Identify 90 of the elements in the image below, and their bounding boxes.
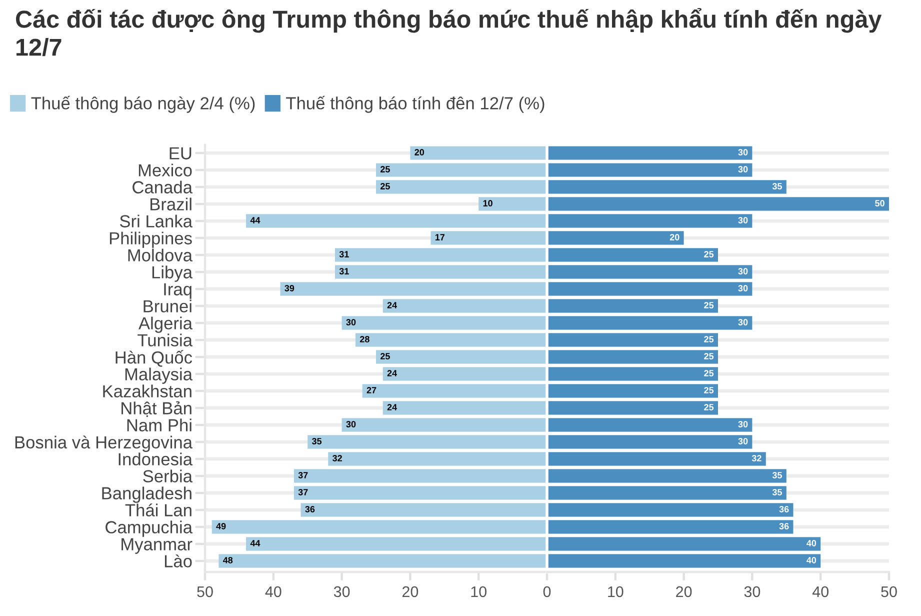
data-label: 30 [738,285,748,292]
data-label: 36 [779,506,789,512]
data-label: 25 [704,387,714,394]
y-tick-label: Campuchia [106,520,193,537]
y-tick-label: Bosnia và Herzegovina [15,436,193,452]
data-label: 31 [339,268,349,274]
x-tick-label: 20 [402,586,418,598]
data-label: 30 [738,166,748,172]
y-tick-label: Indonesia [118,452,193,466]
y-tick-label: Sri Lanka [120,214,193,228]
data-label: 35 [312,438,322,444]
data-label: 24 [387,370,397,376]
data-label: 44 [250,540,260,546]
data-label: 30 [738,319,748,326]
y-tick-label: Malaysia [125,368,192,384]
data-label: 39 [284,285,294,292]
data-label: 49 [216,522,226,530]
x-tick-label: 50 [197,586,213,598]
data-label: 30 [738,268,748,274]
x-tick-label: 30 [744,586,760,598]
x-tick-label: 10 [471,586,486,598]
data-label: 25 [704,302,714,308]
x-tick-label: 50 [881,586,897,598]
data-label: 25 [380,166,390,172]
data-label: 40 [806,556,816,564]
y-tick-label: Serbia [143,470,192,482]
y-tick-label: Moldova [128,248,193,262]
y-tick-label: Myanmar [122,538,192,554]
data-label: 36 [779,522,789,530]
data-label: 30 [738,438,748,444]
data-label: 25 [704,251,714,258]
data-label: 27 [366,387,376,394]
data-label: 10 [483,200,492,206]
y-tick-label: Libya [152,266,192,282]
legend-label: Thuế thông báo ngày 2/4 (%) [31,96,255,113]
data-label: 44 [250,217,260,224]
y-tick-label: Algeria [138,316,192,333]
y-tick-label: Tunisia [138,334,192,346]
y-tick-label: Thái Lan [125,503,192,516]
data-label: 37 [298,472,308,478]
y-tick-label: Lào [164,554,192,568]
x-tick-label: 0 [543,586,551,598]
y-tick-label: Philippines [110,232,192,248]
data-label: 30 [738,420,748,428]
data-label: 35 [772,488,782,496]
data-label: 24 [387,302,397,308]
y-tick-label: Nam Phi [127,418,192,432]
y-tick-label: Iraq [164,283,192,299]
y-tick-label: Brazil [150,198,192,210]
data-label: 17 [435,234,445,240]
y-tick-label: Brunei [144,300,192,312]
data-label: 30 [738,217,748,224]
data-label: 32 [332,454,342,462]
y-tick-label: Bangladesh [102,486,192,503]
x-tick-label: 20 [676,586,692,598]
y-tick-label: Nhật Bản [122,401,192,417]
data-label: 30 [738,149,748,156]
data-label: 20 [414,149,424,156]
data-label: 25 [380,353,390,360]
y-tick-label: Kazakhstan [103,384,192,398]
data-label: 37 [298,488,308,496]
data-label: 50 [875,200,884,206]
data-label: 36 [305,506,315,512]
data-label: 31 [339,251,349,258]
data-label: 30 [346,420,356,428]
chart-title: Các đối tác được ông Trump thông báo mức thuế nhập khẩu tính đến ngày 12/7 [16,8,882,56]
x-tick-label: 30 [334,586,350,598]
data-label: 30 [346,319,356,326]
data-label: 25 [704,336,714,342]
data-label: 25 [704,404,714,410]
data-label: 24 [387,404,397,410]
bar [478,197,547,211]
x-tick-label: 40 [265,586,282,598]
data-label: 32 [752,454,762,462]
x-tick-label: 10 [608,586,624,598]
data-label: 35 [772,183,782,190]
legend-label: Thuế thông báo tính đên 12/7 (%) [286,96,544,113]
x-tick-label: 40 [812,586,828,598]
data-label: 25 [704,353,714,360]
y-tick-label: Hàn Quốc [116,350,192,367]
data-label: 25 [704,370,714,376]
y-tick-label: EU [170,147,192,160]
data-label: 28 [360,336,370,342]
data-label: 35 [772,472,782,478]
y-tick-label: Canada [132,180,193,194]
data-label: 48 [222,556,233,564]
data-label: 25 [380,183,390,190]
data-label: 40 [806,540,816,546]
data-label: 20 [670,234,680,240]
y-tick-label: Mexico [138,164,192,176]
